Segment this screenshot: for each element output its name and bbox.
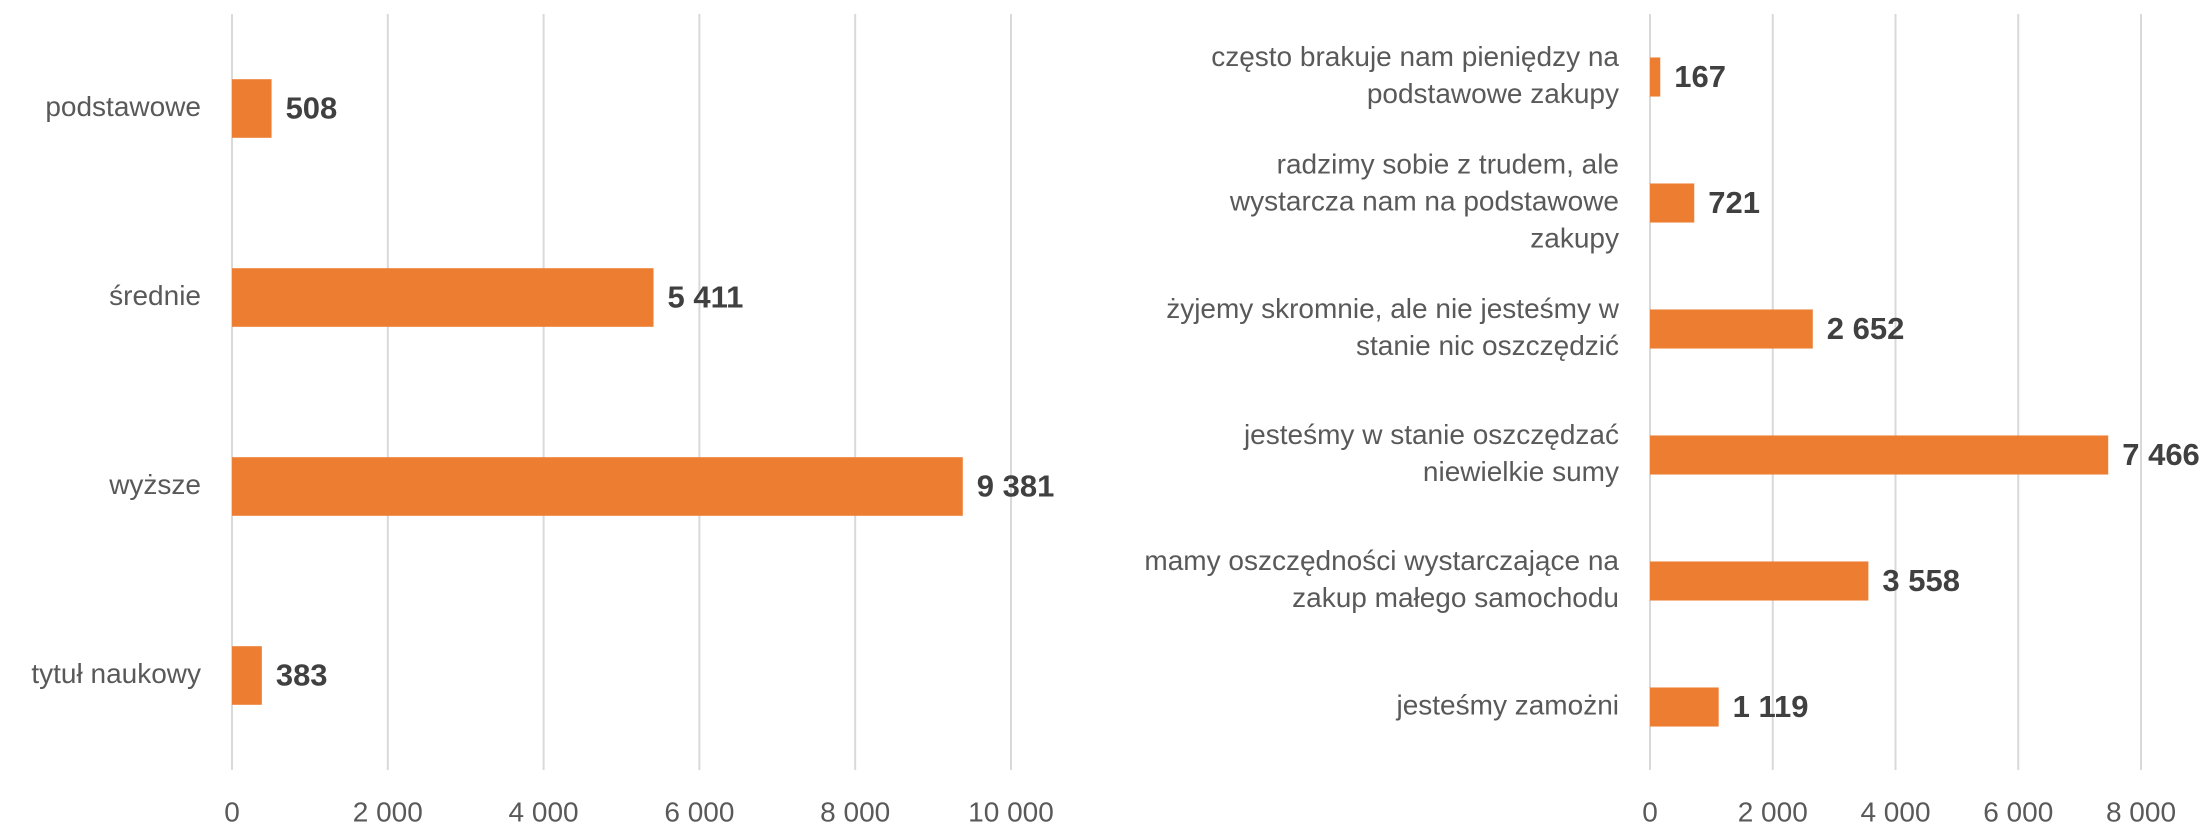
category-label: podstawowe xyxy=(45,91,201,122)
x-tick-label: 0 xyxy=(1642,796,1658,827)
value-label: 2 652 xyxy=(1827,311,1905,346)
bar xyxy=(1650,183,1695,223)
bar xyxy=(1650,435,2109,475)
x-tick-label: 8 000 xyxy=(2106,796,2176,827)
category-label: jesteśmy zamożni xyxy=(1395,689,1619,720)
category-label: podstawowe zakupy xyxy=(1367,78,1619,109)
category-label: wystarcza nam na podstawowe xyxy=(1229,185,1619,216)
bar xyxy=(1650,687,1719,727)
category-label: niewielkie sumy xyxy=(1423,456,1619,487)
value-label: 7 466 xyxy=(2122,437,2200,472)
category-label: zakup małego samochodu xyxy=(1292,582,1619,613)
x-tick-label: 0 xyxy=(224,796,240,827)
x-tick-label: 2 000 xyxy=(353,796,423,827)
value-label: 3 558 xyxy=(1882,563,1960,598)
category-label: mamy oszczędności wystarczające na xyxy=(1144,545,1619,576)
x-tick-label: 6 000 xyxy=(664,796,734,827)
category-label: średnie xyxy=(109,280,201,311)
category-label: tytuł naukowy xyxy=(31,658,201,689)
category-label: wyższe xyxy=(108,469,201,500)
bar xyxy=(232,457,963,516)
category-label: często brakuje nam pieniędzy na xyxy=(1211,41,1619,72)
value-label: 721 xyxy=(1708,185,1760,220)
x-tick-label: 4 000 xyxy=(1860,796,1930,827)
category-label: jesteśmy w stanie oszczędzać xyxy=(1243,419,1619,450)
bar xyxy=(1650,561,1869,601)
bar xyxy=(232,79,272,138)
bar xyxy=(232,268,654,327)
category-label: żyjemy skromnie, ale nie jesteśmy w xyxy=(1166,293,1620,324)
x-tick-label: 8 000 xyxy=(820,796,890,827)
value-label: 1 119 xyxy=(1733,689,1809,724)
x-tick-label: 2 000 xyxy=(1738,796,1808,827)
bar xyxy=(232,646,262,705)
bar xyxy=(1650,309,1813,349)
value-label: 167 xyxy=(1674,59,1726,94)
category-label: radzimy sobie z trudem, ale xyxy=(1277,148,1619,179)
value-label: 508 xyxy=(286,91,338,126)
x-tick-label: 6 000 xyxy=(1983,796,2053,827)
value-label: 5 411 xyxy=(668,280,744,315)
value-label: 9 381 xyxy=(977,469,1055,504)
x-tick-label: 4 000 xyxy=(509,796,579,827)
bar xyxy=(1650,57,1661,97)
category-label: zakupy xyxy=(1530,222,1619,253)
value-label: 383 xyxy=(276,658,328,693)
x-tick-label: 10 000 xyxy=(968,796,1054,827)
category-label: stanie nic oszczędzić xyxy=(1356,330,1619,361)
